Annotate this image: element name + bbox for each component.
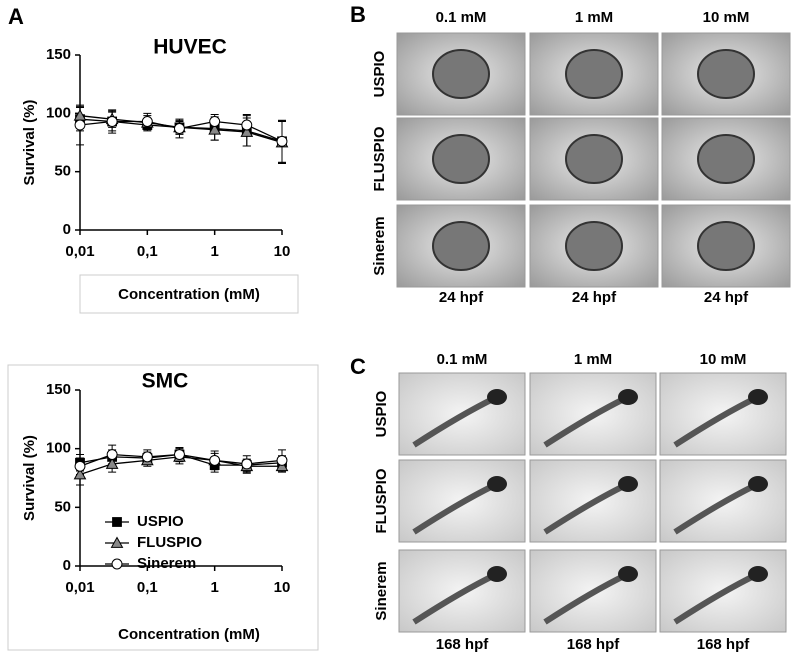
embryo — [565, 134, 623, 184]
marker — [209, 454, 221, 466]
larva-body — [543, 482, 628, 535]
marker — [240, 125, 254, 137]
legend-marker — [110, 536, 124, 548]
panel-label: C — [350, 354, 366, 379]
larva-head — [618, 566, 638, 582]
x-tick-label: 10 — [274, 243, 291, 260]
larva-body — [673, 482, 758, 535]
column-label: 0.1 mM — [436, 9, 487, 26]
y-tick-label: 0 — [63, 221, 71, 238]
x-tick-label: 1 — [210, 579, 218, 596]
embryo — [697, 221, 755, 271]
row-label: USPIO — [371, 50, 388, 97]
marker — [141, 116, 153, 127]
marker — [174, 449, 185, 460]
x-tick-label: 1 — [210, 243, 218, 260]
row-label: FLUSPIO — [373, 468, 390, 533]
row-label: FLUSPIO — [371, 126, 388, 191]
stage-label: 24 hpf — [704, 289, 749, 306]
marker — [276, 454, 288, 466]
larva-head — [618, 389, 638, 405]
x-tick-label: 0,1 — [137, 243, 158, 260]
legend-label: FLUSPIO — [137, 534, 202, 551]
panel-label: A — [8, 4, 24, 29]
y-tick-label: 150 — [46, 381, 71, 398]
larva-head — [487, 566, 507, 582]
marker — [174, 123, 185, 134]
embryo — [432, 49, 490, 99]
panel-label: B — [350, 2, 366, 27]
larva-body — [412, 482, 497, 535]
row-label: Sinerem — [373, 561, 390, 620]
chart-title: SMC — [142, 370, 189, 393]
marker — [141, 451, 153, 463]
marker — [73, 467, 87, 480]
column-label: 10 mM — [700, 351, 747, 368]
embryo — [565, 49, 623, 99]
marker — [276, 135, 288, 147]
larva-head — [748, 566, 768, 582]
y-tick-label: 50 — [54, 498, 71, 515]
row-label: USPIO — [373, 390, 390, 437]
x-tick-label: 0,01 — [65, 243, 94, 260]
marker — [209, 116, 221, 127]
x-axis-label: Concentration (mM) — [118, 626, 260, 643]
column-label: 10 mM — [703, 9, 750, 26]
stage-label: 168 hpf — [436, 636, 490, 653]
column-label: 1 mM — [575, 9, 613, 26]
embryo — [565, 221, 623, 271]
larva-head — [748, 389, 768, 405]
y-axis-label: Survival (%) — [21, 435, 38, 521]
legend-marker — [112, 517, 122, 527]
embryo — [432, 134, 490, 184]
marker — [106, 449, 118, 460]
larva-body — [673, 395, 758, 448]
marker — [74, 460, 86, 472]
y-tick-label: 150 — [46, 46, 71, 63]
column-label: 0.1 mM — [437, 351, 488, 368]
stage-label: 168 hpf — [567, 636, 621, 653]
marker — [241, 458, 253, 470]
stage-label: 24 hpf — [439, 289, 484, 306]
x-tick-label: 10 — [274, 579, 291, 596]
larva-head — [618, 476, 638, 492]
x-label-frame — [79, 274, 299, 314]
x-tick-label: 0,1 — [137, 579, 158, 596]
micrograph — [529, 32, 659, 116]
larva-body — [543, 572, 628, 625]
marker — [74, 119, 86, 131]
stage-label: 24 hpf — [572, 289, 617, 306]
y-tick-label: 100 — [46, 440, 71, 457]
embryo — [697, 49, 755, 99]
marker — [241, 119, 253, 131]
y-tick-label: 100 — [46, 104, 71, 121]
larva-body — [673, 572, 758, 625]
y-tick-label: 0 — [63, 557, 71, 574]
marker — [208, 123, 222, 135]
x-tick-label: 0,01 — [65, 579, 94, 596]
larva-body — [543, 395, 628, 448]
chart-frame — [7, 364, 319, 651]
stage-label: 168 hpf — [697, 636, 751, 653]
legend-label: USPIO — [137, 513, 184, 530]
column-label: 1 mM — [574, 351, 612, 368]
larva-head — [748, 476, 768, 492]
larva-head — [487, 389, 507, 405]
legend-label: Sinerem — [137, 555, 196, 572]
marker — [105, 457, 119, 469]
embryo — [697, 134, 755, 184]
legend-marker — [111, 558, 123, 570]
chart-title: HUVEC — [153, 36, 227, 59]
embryo — [432, 221, 490, 271]
y-axis-label: Survival (%) — [21, 100, 38, 186]
y-tick-label: 50 — [54, 163, 71, 180]
x-axis-label: Concentration (mM) — [118, 286, 260, 303]
larva-head — [487, 476, 507, 492]
marker — [106, 116, 118, 127]
larva-body — [412, 395, 497, 448]
larva-body — [412, 572, 497, 625]
row-label: Sinerem — [371, 216, 388, 275]
